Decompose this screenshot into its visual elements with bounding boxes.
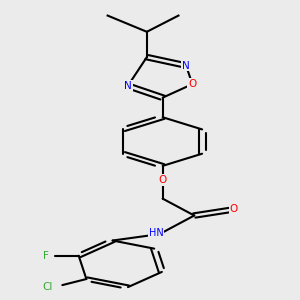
Text: N: N — [124, 81, 132, 91]
Text: O: O — [230, 204, 238, 214]
Text: O: O — [158, 175, 167, 185]
Text: O: O — [188, 79, 196, 89]
Text: HN: HN — [149, 228, 164, 239]
Text: F: F — [43, 251, 49, 261]
Text: Cl: Cl — [42, 282, 52, 292]
Text: N: N — [182, 61, 190, 70]
